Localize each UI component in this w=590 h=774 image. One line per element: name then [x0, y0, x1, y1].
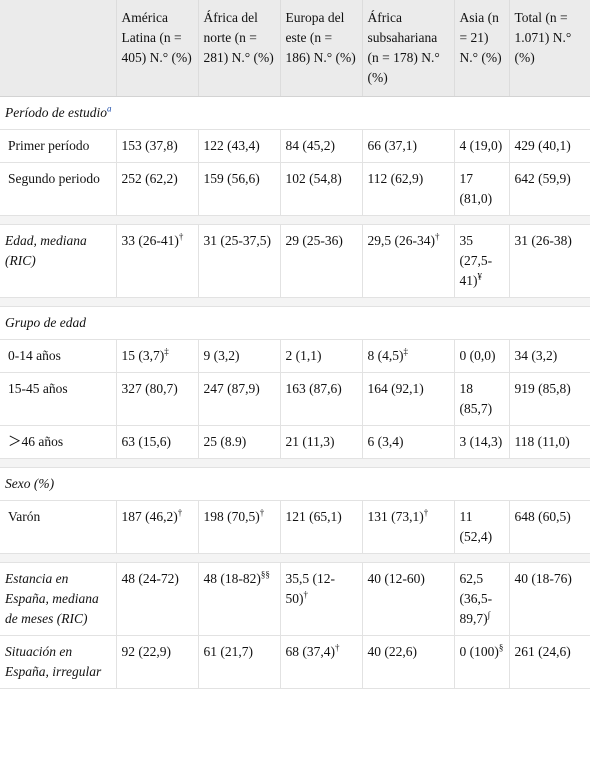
table-cell: 15 (3,7)‡	[116, 339, 199, 373]
table-row-estancia: Estancia en España, mediana de meses (RI…	[0, 562, 590, 636]
row-label: ＞46 años	[0, 425, 117, 459]
table-cell: 6 (3,4)	[362, 425, 455, 459]
section-label-periodo: Período de estudioa	[0, 96, 590, 130]
table-cell: 187 (46,2)†	[116, 500, 199, 554]
table-cell: 648 (60,5)	[509, 500, 590, 554]
table-cell: 429 (40,1)	[509, 129, 590, 163]
table-cell: 159 (56,6)	[198, 162, 281, 216]
table-cell: 25 (8.9)	[198, 425, 281, 459]
section-grupo-edad: Grupo de edad	[0, 306, 590, 340]
table-cell: 62,5 (36,5-89,7)∫	[454, 562, 510, 636]
table-cell: 84 (45,2)	[280, 129, 363, 163]
row-label: Segundo periodo	[0, 162, 117, 216]
table-row: 0-14 años 15 (3,7)‡ 9 (3,2) 2 (1,1) 8 (4…	[0, 339, 590, 373]
footnote-link[interactable]: a	[106, 103, 112, 114]
spacer-row	[0, 297, 590, 307]
section-periodo: Período de estudioa	[0, 96, 590, 130]
table-cell: 3 (14,3)	[454, 425, 510, 459]
table-cell: 68 (37,4)†	[280, 635, 363, 689]
header-empty	[0, 0, 117, 97]
table-cell: 18 (85,7)	[454, 372, 510, 426]
spacer-cell	[0, 297, 590, 307]
table-cell: 252 (62,2)	[116, 162, 199, 216]
table-cell: 33 (26-41)†	[116, 224, 199, 298]
table-cell: 9 (3,2)	[198, 339, 281, 373]
spacer-row	[0, 553, 590, 563]
table-cell: 118 (11,0)	[509, 425, 590, 459]
row-label: Primer período	[0, 129, 117, 163]
table-cell: 102 (54,8)	[280, 162, 363, 216]
table-cell: 121 (65,1)	[280, 500, 363, 554]
section-label-grupo: Grupo de edad	[0, 306, 590, 340]
table-cell: 153 (37,8)	[116, 129, 199, 163]
table-cell: 261 (24,6)	[509, 635, 590, 689]
table-cell: 11 (52,4)	[454, 500, 510, 554]
section-label-sexo: Sexo (%)	[0, 467, 590, 501]
header-africa-subsahariana: África subsahariana (n = 178) N.° (%)	[362, 0, 455, 97]
table-cell: 17 (81,0)	[454, 162, 510, 216]
spacer-cell	[0, 553, 590, 563]
table-cell: 63 (15,6)	[116, 425, 199, 459]
spacer-cell	[0, 458, 590, 468]
table-cell: 327 (80,7)	[116, 372, 199, 426]
table-row: 15-45 años 327 (80,7) 247 (87,9) 163 (87…	[0, 372, 590, 426]
table-cell: 31 (26-38)	[509, 224, 590, 298]
table-cell: 8 (4,5)‡	[362, 339, 455, 373]
table-cell: 66 (37,1)	[362, 129, 455, 163]
table-cell: 919 (85,8)	[509, 372, 590, 426]
table-row-situacion: Situación en España, irregular 92 (22,9)…	[0, 635, 590, 689]
table-cell: 163 (87,6)	[280, 372, 363, 426]
header-europa-este: Europa del este (n = 186) N.° (%)	[280, 0, 363, 97]
table-cell: 48 (18-82)§§	[198, 562, 281, 636]
table-cell: 29,5 (26-34)†	[362, 224, 455, 298]
table-cell: 40 (12-60)	[362, 562, 455, 636]
header-row: América Latina (n = 405) N.° (%) África …	[0, 0, 590, 97]
table-cell: 40 (18-76)	[509, 562, 590, 636]
table-cell: 0 (0,0)	[454, 339, 510, 373]
header-africa-norte: África del norte (n = 281) N.° (%)	[198, 0, 281, 97]
table-cell: 198 (70,5)†	[198, 500, 281, 554]
spacer-row	[0, 458, 590, 468]
table-cell: 34 (3,2)	[509, 339, 590, 373]
spacer-cell	[0, 215, 590, 225]
table-cell: 4 (19,0)	[454, 129, 510, 163]
row-label: Edad, mediana (RIC)	[0, 224, 117, 298]
row-label: 15-45 años	[0, 372, 117, 426]
table-cell: 29 (25-36)	[280, 224, 363, 298]
table-cell: 40 (22,6)	[362, 635, 455, 689]
table-cell: 2 (1,1)	[280, 339, 363, 373]
table-cell: 112 (62,9)	[362, 162, 455, 216]
header-total: Total (n = 1.071) N.° (%)	[509, 0, 590, 97]
header-america-latina: América Latina (n = 405) N.° (%)	[116, 0, 199, 97]
table-cell: 61 (21,7)	[198, 635, 281, 689]
table-cell: 48 (24-72)	[116, 562, 199, 636]
table-cell: 35,5 (12-50)†	[280, 562, 363, 636]
table-cell: 164 (92,1)	[362, 372, 455, 426]
row-label: Situación en España, irregular	[0, 635, 117, 689]
table-cell: 131 (73,1)†	[362, 500, 455, 554]
spacer-row	[0, 215, 590, 225]
table-row: Primer período 153 (37,8) 122 (43,4) 84 …	[0, 129, 590, 163]
table-cell: 35 (27,5-41)¥	[454, 224, 510, 298]
table-row: Segundo periodo 252 (62,2) 159 (56,6) 10…	[0, 162, 590, 216]
header-asia: Asia (n = 21) N.° (%)	[454, 0, 510, 97]
demographics-table: América Latina (n = 405) N.° (%) África …	[0, 0, 590, 689]
table-cell: 122 (43,4)	[198, 129, 281, 163]
table-cell: 92 (22,9)	[116, 635, 199, 689]
section-sexo: Sexo (%)	[0, 467, 590, 501]
table-cell: 642 (59,9)	[509, 162, 590, 216]
table-cell: 247 (87,9)	[198, 372, 281, 426]
row-label: 0-14 años	[0, 339, 117, 373]
table-row: Varón 187 (46,2)† 198 (70,5)† 121 (65,1)…	[0, 500, 590, 554]
row-label: Varón	[0, 500, 117, 554]
table-row-edad: Edad, mediana (RIC) 33 (26-41)† 31 (25-3…	[0, 224, 590, 298]
table-cell: 31 (25-37,5)	[198, 224, 281, 298]
table-cell: 0 (100)§	[454, 635, 510, 689]
table-cell: 21 (11,3)	[280, 425, 363, 459]
row-label: Estancia en España, mediana de meses (RI…	[0, 562, 117, 636]
table-row: ＞46 años 63 (15,6) 25 (8.9) 21 (11,3) 6 …	[0, 425, 590, 459]
